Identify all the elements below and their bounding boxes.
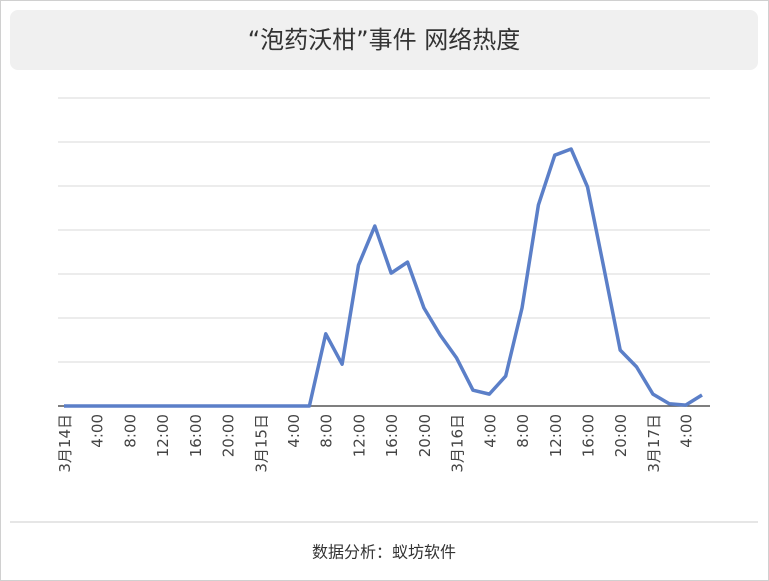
- x-tick-label: 8:00: [514, 414, 532, 448]
- x-tick-label: 3月14日: [56, 414, 74, 473]
- x-tick-label: 12:00: [154, 414, 172, 457]
- x-tick-label: 4:00: [285, 414, 303, 448]
- footer-text: 数据分析：蚁坊软件: [312, 543, 456, 562]
- x-tick-label: 4:00: [89, 414, 107, 448]
- x-tick-label: 20:00: [416, 414, 434, 457]
- x-tick-label: 3月16日: [449, 414, 467, 473]
- x-tick-label: 12:00: [547, 414, 565, 457]
- x-tick-label: 16:00: [383, 414, 401, 457]
- x-tick-label: 8:00: [121, 414, 139, 448]
- x-tick-label: 20:00: [612, 414, 630, 457]
- x-tick-label: 12:00: [350, 414, 368, 457]
- x-tick-label: 3月15日: [252, 414, 270, 473]
- chart-title: “泡药沃柑”事件 网络热度: [248, 26, 521, 54]
- x-tick-label: 16:00: [187, 414, 205, 457]
- x-tick-label: 3月17日: [645, 414, 663, 473]
- series-line: [64, 147, 703, 408]
- x-tick-label: 8:00: [318, 414, 336, 448]
- x-tick-label: 20:00: [220, 414, 238, 457]
- x-tick-label: 4:00: [481, 414, 499, 448]
- x-tick-label: 4:00: [678, 414, 696, 448]
- title-box: [10, 10, 758, 70]
- x-tick-label: 16:00: [579, 414, 597, 457]
